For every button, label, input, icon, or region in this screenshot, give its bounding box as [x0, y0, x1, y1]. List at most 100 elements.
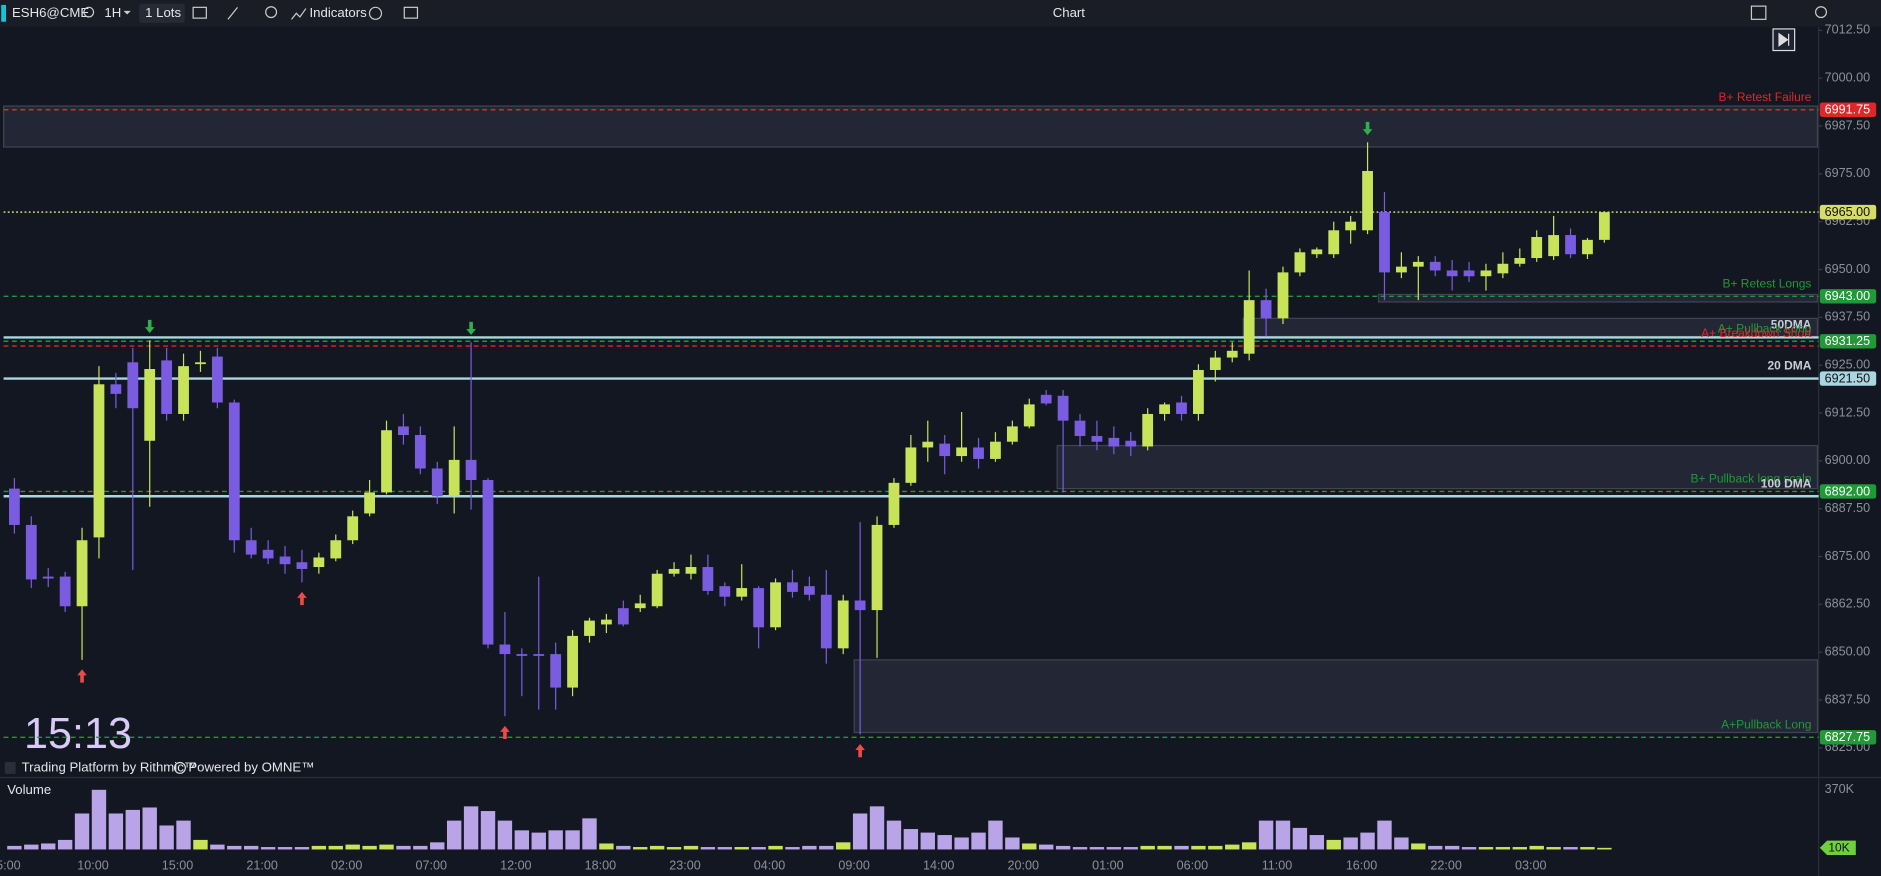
price-badge-label: 6827.75 [1825, 730, 1870, 744]
candle-body [178, 366, 189, 414]
indicators[interactable]: Indicators [310, 5, 368, 20]
volume-bar [1005, 837, 1020, 850]
volume-bar [633, 847, 648, 850]
price-badge [1819, 371, 1877, 386]
candle-body [871, 524, 883, 611]
candle-body [533, 654, 545, 656]
x-tick-label: 07:00 [416, 859, 447, 873]
level-label: A+ Breakdown Short [1701, 326, 1812, 340]
candle-body [1260, 300, 1272, 319]
volume-bar [74, 813, 90, 850]
volume-bar [1022, 843, 1037, 850]
expand-icon[interactable] [4, 761, 16, 774]
candle-body [431, 468, 443, 497]
candle-body [770, 582, 781, 628]
candle-body [448, 459, 460, 496]
y-tick-label: 6837.50 [1825, 692, 1870, 706]
candle-body [110, 384, 122, 394]
candle-body [787, 582, 798, 592]
candle-body [956, 447, 968, 457]
candle-body [1243, 300, 1255, 354]
candle-body [820, 594, 832, 649]
y-tick-label: 6950.00 [1825, 262, 1870, 276]
candle-body [364, 492, 376, 514]
level-label: B+ Pullback long scalp [1691, 472, 1812, 486]
volume-bar [1394, 837, 1409, 850]
candle-body [127, 362, 139, 409]
volume-bar [1292, 827, 1308, 850]
camera-icon[interactable] [1750, 5, 1767, 20]
lots-box[interactable] [139, 3, 185, 23]
volume-bar [1275, 820, 1291, 850]
x-tick-label: 5:00 [0, 859, 21, 873]
candle-body [330, 540, 342, 559]
volume-bar [1038, 844, 1054, 850]
x-tick-label: 21:00 [246, 859, 277, 873]
price-badge-label: 6991.75 [1825, 103, 1870, 117]
window-icon[interactable] [403, 6, 419, 19]
volume-bar [1174, 845, 1189, 850]
candle-body [1294, 252, 1306, 273]
candle-body [1395, 266, 1407, 273]
search-icon[interactable] [83, 6, 95, 18]
chart-type-icon[interactable] [192, 6, 207, 19]
candle-body [516, 654, 528, 656]
interval[interactable]: 1H [104, 5, 121, 20]
volume-bar [1157, 845, 1172, 850]
settings-icon[interactable] [1815, 6, 1828, 19]
x-tick-label: 01:00 [1092, 859, 1123, 873]
candle-body [245, 540, 257, 555]
window-title: Chart [1053, 5, 1086, 20]
candle-body [262, 549, 274, 559]
volume-bar [920, 832, 935, 850]
volume-bar [1343, 837, 1358, 850]
candle-body [1074, 420, 1086, 436]
candle-body [8, 488, 20, 525]
y-tick-label: 6875.00 [1825, 549, 1870, 563]
volume-bar [768, 845, 783, 850]
candle-body [1176, 402, 1187, 414]
volume-bar [1597, 847, 1612, 850]
volume-bar [311, 845, 327, 850]
candle-body [1582, 239, 1593, 255]
x-tick-label: 12:00 [500, 859, 531, 873]
draw-icon[interactable] [227, 6, 238, 20]
indicators-icon[interactable] [291, 8, 307, 20]
volume-bar [91, 789, 107, 850]
candle-body [482, 479, 494, 645]
x-tick-label: 22:00 [1430, 859, 1461, 873]
volume-bar [971, 832, 986, 850]
candle-body [1429, 261, 1441, 271]
price-badge [1819, 334, 1877, 349]
zoom-icon[interactable] [265, 6, 278, 19]
sell-arrow [144, 319, 155, 334]
volume-bar [903, 829, 919, 850]
candle-body [617, 608, 629, 625]
volume-bar [446, 820, 462, 850]
volume-bar [1444, 845, 1460, 850]
add-icon[interactable] [368, 6, 383, 20]
volume-bar [1529, 845, 1544, 850]
candle-body [651, 573, 663, 607]
scroll-end-icon[interactable] [1778, 32, 1790, 47]
symbol[interactable]: ESH6@CME [12, 5, 89, 20]
volume-bar [1140, 845, 1155, 850]
volume-bar [954, 837, 969, 850]
volume-badge [1819, 840, 1856, 856]
candle-body [1006, 426, 1018, 442]
volume-bar [1225, 844, 1240, 850]
volume-bar [937, 835, 952, 850]
volume-bar [616, 845, 631, 850]
x-tick-label: 20:00 [1008, 859, 1039, 873]
volume-bar [886, 820, 902, 850]
zone [1377, 293, 1819, 303]
y-tick-label: 6850.00 [1825, 645, 1870, 659]
volume-bar [193, 839, 208, 850]
candle-body [1159, 404, 1170, 414]
dropdown[interactable] [123, 10, 131, 15]
candle-body [1091, 435, 1103, 442]
lots[interactable]: 1 Lots [145, 5, 181, 20]
volume-bar [108, 813, 124, 850]
